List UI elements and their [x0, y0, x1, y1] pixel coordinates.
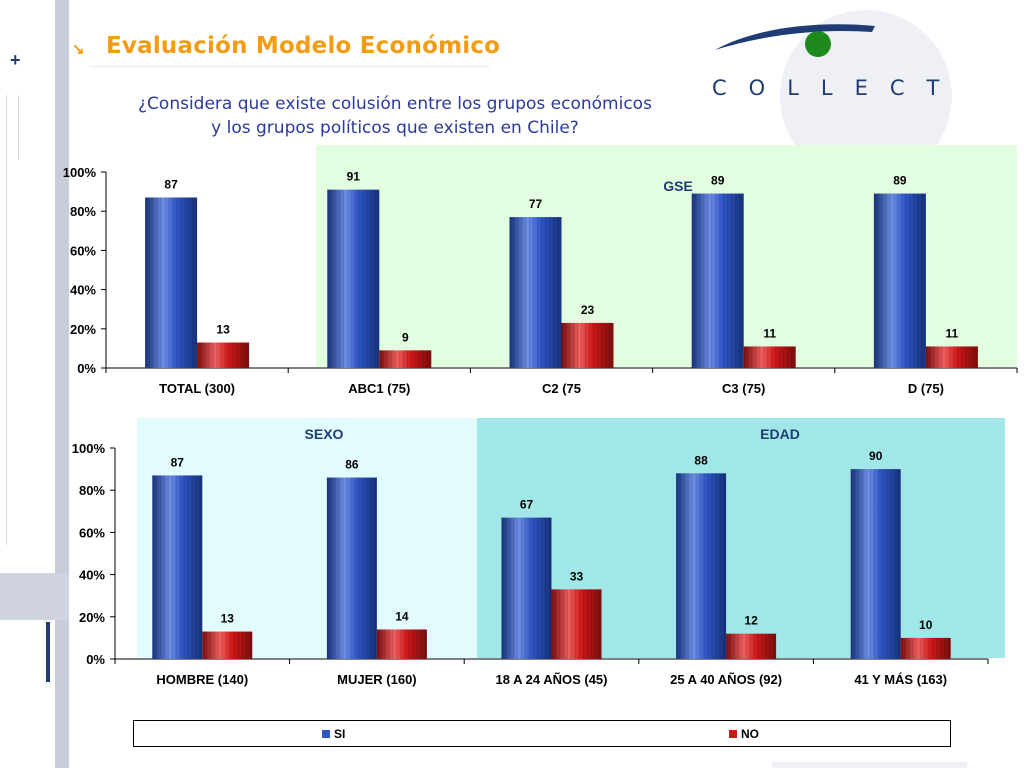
bar-no — [743, 346, 796, 368]
band-label-gse: GSE — [663, 178, 693, 194]
y-tick-label: 40% — [70, 283, 96, 298]
bar-si — [152, 475, 203, 659]
y-tick-label: 0% — [77, 361, 96, 376]
legend-swatch-si — [322, 730, 330, 738]
data-label-no: 9 — [402, 330, 409, 344]
question-line-1: ¿Considera que existe colusión entre los… — [138, 94, 652, 114]
y-tick-label: 60% — [70, 243, 96, 258]
data-label-si: 89 — [711, 174, 725, 188]
chart-legend: SI NO — [133, 720, 951, 747]
data-label-si: 77 — [529, 197, 543, 211]
bar-si — [850, 469, 901, 659]
bar-si — [501, 517, 552, 659]
plus-icon: + — [10, 50, 21, 70]
x-tick-label: D (75) — [908, 381, 944, 396]
bar-no — [197, 342, 250, 368]
data-label-si: 90 — [869, 449, 883, 463]
bar-no — [202, 631, 253, 659]
bar-no — [551, 589, 602, 659]
data-label-si: 87 — [171, 455, 185, 469]
data-label-no: 13 — [221, 612, 235, 626]
side-line — [18, 95, 19, 160]
bar-si — [326, 477, 377, 659]
legend-item-si: SI — [322, 727, 345, 741]
data-label-no: 11 — [763, 326, 776, 340]
bar-no — [925, 346, 978, 368]
data-label-si: 67 — [520, 498, 534, 512]
data-label-no: 10 — [919, 618, 933, 632]
data-label-si: 86 — [345, 458, 359, 472]
y-tick-label: 20% — [70, 322, 96, 337]
bar-si — [509, 217, 562, 368]
question-line-2: y los grupos políticos que existen en Ch… — [211, 118, 579, 138]
bottom-shade — [772, 762, 967, 768]
y-tick-label: 0% — [86, 652, 105, 667]
y-tick-label: 100% — [72, 441, 106, 456]
x-tick-label: HOMBRE (140) — [156, 672, 248, 687]
y-tick-label: 40% — [79, 568, 105, 583]
data-label-no: 12 — [744, 614, 758, 628]
data-label-si: 87 — [164, 177, 178, 191]
logo-wordmark: COLLECT — [712, 76, 962, 100]
bar-no — [900, 637, 951, 659]
x-tick-label: 41 Y MÁS (163) — [854, 672, 947, 687]
y-tick-label: 60% — [79, 525, 105, 540]
y-tick-label: 20% — [79, 610, 105, 625]
band-label-sexo: SEXO — [305, 426, 344, 442]
x-tick-label: MUJER (160) — [337, 672, 416, 687]
data-label-no: 13 — [216, 323, 230, 337]
title-divider — [90, 66, 490, 67]
bar-si — [691, 193, 744, 368]
x-tick-label: TOTAL (300) — [159, 381, 235, 396]
arrow-icon: ↘ — [72, 41, 85, 58]
data-label-no: 11 — [946, 326, 959, 340]
bar-si — [327, 189, 380, 368]
bar-no — [561, 322, 614, 368]
x-tick-label: 25 A 40 AÑOS (92) — [670, 672, 782, 687]
legend-swatch-no — [729, 730, 737, 738]
bar-no — [376, 629, 427, 659]
data-label-si: 91 — [347, 170, 361, 184]
y-tick-label: 80% — [70, 204, 96, 219]
side-accent-mark — [46, 622, 50, 682]
data-label-no: 14 — [395, 609, 409, 623]
y-tick-label: 80% — [79, 483, 105, 498]
data-label-si: 89 — [893, 174, 907, 188]
data-label-no: 23 — [581, 303, 595, 317]
y-tick-label: 100% — [63, 165, 97, 180]
data-label-si: 88 — [694, 453, 708, 467]
slide-title: Evaluación Modelo Económico — [106, 33, 501, 59]
x-tick-label: C2 (75 — [542, 381, 581, 396]
bar-si — [873, 193, 926, 368]
data-label-no: 33 — [570, 569, 584, 583]
bar-si — [676, 473, 727, 659]
legend-item-no: NO — [729, 727, 759, 741]
legend-label-si: SI — [334, 727, 346, 741]
bar-no — [726, 633, 777, 659]
bar-si — [145, 197, 198, 368]
x-tick-label: ABC1 (75) — [348, 381, 410, 396]
survey-question: ¿Considera que existe colusión entre los… — [90, 92, 700, 140]
legend-label-no: NO — [741, 727, 759, 741]
logo-swoosh-icon — [715, 24, 875, 57]
side-block — [0, 573, 69, 620]
x-tick-label: C3 (75) — [722, 381, 765, 396]
x-tick-label: 18 A 24 AÑOS (45) — [496, 672, 608, 687]
bar-no — [379, 350, 432, 368]
side-line — [6, 95, 7, 545]
band-label-edad: EDAD — [760, 426, 800, 442]
